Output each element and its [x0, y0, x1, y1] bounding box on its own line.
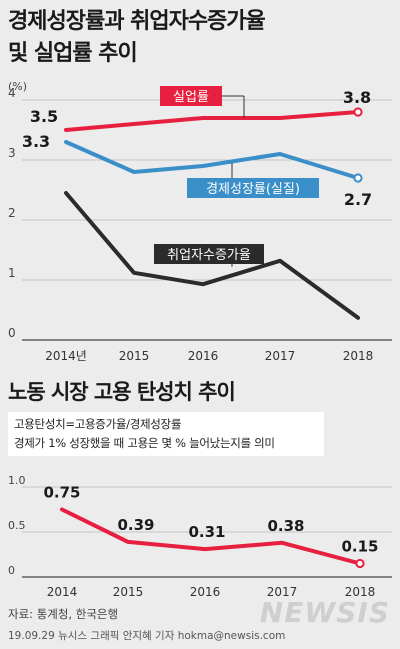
y-tick-label: 2: [8, 206, 16, 220]
data-label: 3.3: [22, 132, 50, 151]
x-tick-label: 2017: [265, 349, 296, 363]
chart-title-top-line2: 및 실업률 추이: [8, 41, 138, 66]
note-line-1: 고용탄성치=고용증가율/경제성장률: [14, 417, 182, 431]
x-tick-label: 2018: [345, 585, 376, 599]
data-label: 0.15: [341, 538, 378, 556]
chart-title-top-line1: 경제성장률과 취업자수증가율: [8, 9, 266, 34]
data-point: [353, 107, 363, 117]
y-tick-label: 0.5: [8, 519, 26, 532]
y-tick-label: 0: [8, 564, 15, 577]
data-label: 0.31: [188, 523, 225, 541]
note-line-2: 경제가 1% 성장했을 때 고용은 몇 % 늘어났는지를 의미: [14, 436, 275, 450]
x-tick-label: 2015: [119, 349, 150, 363]
series-line: [60, 507, 362, 566]
x-tick-label: 2016: [188, 349, 219, 363]
x-tick-label: 2015: [113, 585, 144, 599]
data-label: 0.38: [267, 517, 304, 535]
data-point: [353, 173, 363, 183]
credit-text: 19.09.29 뉴시스 그래픽 안지혜 기자 hokma@newsis.com: [8, 630, 286, 642]
legend-label: 취업자수증가율: [167, 248, 251, 263]
data-label: 0.75: [43, 484, 80, 502]
series-line: [64, 110, 360, 132]
y-tick-label: 1.0: [8, 474, 26, 487]
legend-label: 실업률: [173, 90, 209, 105]
x-tick-label: 2014년: [45, 349, 87, 363]
x-tick-label: 2017: [267, 585, 298, 599]
note-box: 고용탄성치=고용증가율/경제성장률 경제가 1% 성장했을 때 고용은 몇 % …: [8, 412, 324, 456]
chart-title-top: 경제성장률과 취업자수증가율 및 실업률 추이: [8, 6, 388, 70]
data-label: 3.5: [30, 107, 58, 126]
y-tick-label: 3: [8, 146, 16, 160]
data-label: 3.8: [343, 88, 371, 107]
newsis-logo: NEWSIS: [259, 596, 390, 629]
source-text: 자료: 통계청, 한국은행: [8, 607, 119, 621]
data-label: 0.39: [117, 516, 154, 534]
x-tick-label: 2018: [343, 349, 374, 363]
line-chart-top: 0 1 2 3 4(%) 2014년 2015 2016 2017 2018 3.5 3.8 3.3 2.…: [8, 80, 392, 363]
y-tick-label: 4: [8, 86, 16, 100]
y-tick-label: 1: [8, 266, 16, 280]
data-label: 2.7: [344, 190, 372, 209]
legend-tag: [160, 86, 222, 106]
x-tick-label: 2016: [190, 585, 221, 599]
legend-label: 경제성장률(실질): [206, 182, 300, 197]
legend-tag: [154, 244, 264, 264]
y-tick-label: 0: [8, 326, 16, 340]
legend-tag: [187, 178, 319, 198]
data-point: [355, 558, 365, 569]
chart-title-bottom: 노동 시장 고용 탄성치 추이: [8, 380, 236, 404]
series-line: [64, 140, 360, 180]
y-unit-label: (%): [8, 80, 27, 93]
series-line: [64, 191, 360, 320]
x-tick-label: 2014: [47, 585, 78, 599]
